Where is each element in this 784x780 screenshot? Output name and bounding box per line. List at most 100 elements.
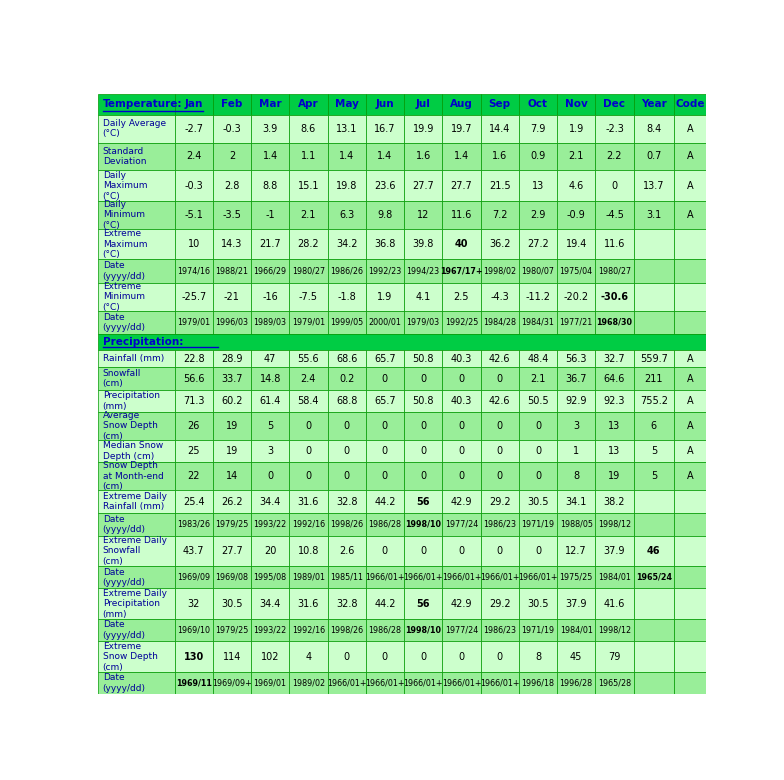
Text: -3.5: -3.5	[223, 210, 241, 220]
Bar	[328, 513, 366, 536]
Text: 13.1: 13.1	[336, 124, 358, 133]
Bar	[175, 115, 212, 143]
Bar	[175, 170, 212, 201]
Text: Rainfall (mm): Rainfall (mm)	[103, 354, 164, 363]
Text: -2.7: -2.7	[184, 124, 203, 133]
Text: 1984/01: 1984/01	[598, 573, 631, 582]
Text: May: May	[335, 99, 358, 109]
Text: 19: 19	[226, 421, 238, 431]
Text: 39.8: 39.8	[412, 239, 434, 249]
Text: 1988/21: 1988/21	[216, 267, 249, 275]
Bar	[98, 513, 175, 536]
Text: 26.2: 26.2	[221, 497, 243, 506]
Bar	[366, 260, 404, 283]
Text: 10: 10	[187, 239, 200, 249]
Bar	[442, 390, 481, 412]
Text: 1980/07: 1980/07	[521, 267, 554, 275]
Bar	[633, 260, 674, 283]
Text: 1966/29: 1966/29	[253, 267, 287, 275]
Text: 0: 0	[496, 446, 503, 456]
Text: 92.3: 92.3	[604, 396, 625, 406]
Bar	[212, 412, 251, 440]
Bar	[289, 462, 328, 490]
Text: 19: 19	[608, 471, 621, 481]
Bar	[404, 462, 442, 490]
Bar	[289, 229, 328, 260]
Text: Daily
Minimum
(°C): Daily Minimum (°C)	[103, 200, 145, 230]
Text: 1996/03: 1996/03	[216, 318, 249, 327]
Text: 27.7: 27.7	[451, 181, 472, 191]
Text: 37.9: 37.9	[565, 599, 587, 608]
Text: Date
(yyyy/dd): Date (yyyy/dd)	[103, 620, 146, 640]
Bar	[212, 588, 251, 619]
Text: 1966/01+: 1966/01+	[518, 573, 557, 582]
Text: Precipitation:: Precipitation:	[103, 337, 183, 347]
Bar	[442, 412, 481, 440]
Text: A: A	[687, 353, 693, 363]
Bar	[212, 283, 251, 310]
Bar	[251, 260, 289, 283]
Bar	[212, 490, 251, 513]
Bar	[442, 170, 481, 201]
Text: Extreme
Snow Depth
(cm): Extreme Snow Depth (cm)	[103, 642, 158, 672]
Bar	[481, 641, 519, 672]
Text: 1992/23: 1992/23	[368, 267, 401, 275]
Bar	[595, 641, 633, 672]
Bar	[212, 672, 251, 694]
Text: 1969/10: 1969/10	[177, 626, 210, 635]
Bar	[98, 390, 175, 412]
Bar	[251, 367, 289, 390]
Bar	[366, 390, 404, 412]
Text: 0: 0	[382, 651, 388, 661]
Text: Feb: Feb	[221, 99, 242, 109]
Text: 1: 1	[573, 446, 579, 456]
Bar	[633, 283, 674, 310]
Bar	[251, 390, 289, 412]
Bar	[633, 143, 674, 170]
Text: 1980/27: 1980/27	[292, 267, 325, 275]
Text: 12.7: 12.7	[565, 546, 587, 556]
Bar	[251, 588, 289, 619]
Text: 559.7: 559.7	[640, 353, 668, 363]
Bar	[98, 588, 175, 619]
Bar	[442, 260, 481, 283]
Bar	[404, 94, 442, 115]
Text: 9.8: 9.8	[377, 210, 393, 220]
Text: 0: 0	[459, 471, 464, 481]
Bar	[481, 536, 519, 566]
Bar	[175, 94, 212, 115]
Bar	[404, 412, 442, 440]
Text: 1.6: 1.6	[492, 151, 507, 161]
Bar	[175, 440, 212, 462]
Bar	[289, 310, 328, 334]
Bar	[633, 367, 674, 390]
Bar	[98, 260, 175, 283]
Bar	[595, 462, 633, 490]
Text: 114: 114	[223, 651, 241, 661]
Text: 3.1: 3.1	[646, 210, 662, 220]
Bar	[251, 440, 289, 462]
Bar	[98, 229, 175, 260]
Bar	[404, 588, 442, 619]
Text: 1984/01: 1984/01	[560, 626, 593, 635]
Bar	[289, 566, 328, 588]
Bar	[251, 283, 289, 310]
Text: 1986/26: 1986/26	[330, 267, 363, 275]
Text: 56: 56	[416, 599, 430, 608]
Text: 1998/10: 1998/10	[405, 626, 441, 635]
Bar	[557, 201, 595, 229]
Bar	[481, 619, 519, 641]
Text: 1986/23: 1986/23	[483, 520, 516, 529]
Text: 34.4: 34.4	[260, 497, 281, 506]
Text: 48.4: 48.4	[528, 353, 549, 363]
Text: -4.5: -4.5	[605, 210, 624, 220]
Text: 1998/10: 1998/10	[405, 520, 441, 529]
Bar	[366, 641, 404, 672]
Text: 1998/12: 1998/12	[598, 520, 631, 529]
Bar	[404, 490, 442, 513]
Bar	[212, 390, 251, 412]
Bar	[442, 115, 481, 143]
Text: 32.8: 32.8	[336, 599, 358, 608]
Bar	[98, 170, 175, 201]
Bar	[251, 566, 289, 588]
